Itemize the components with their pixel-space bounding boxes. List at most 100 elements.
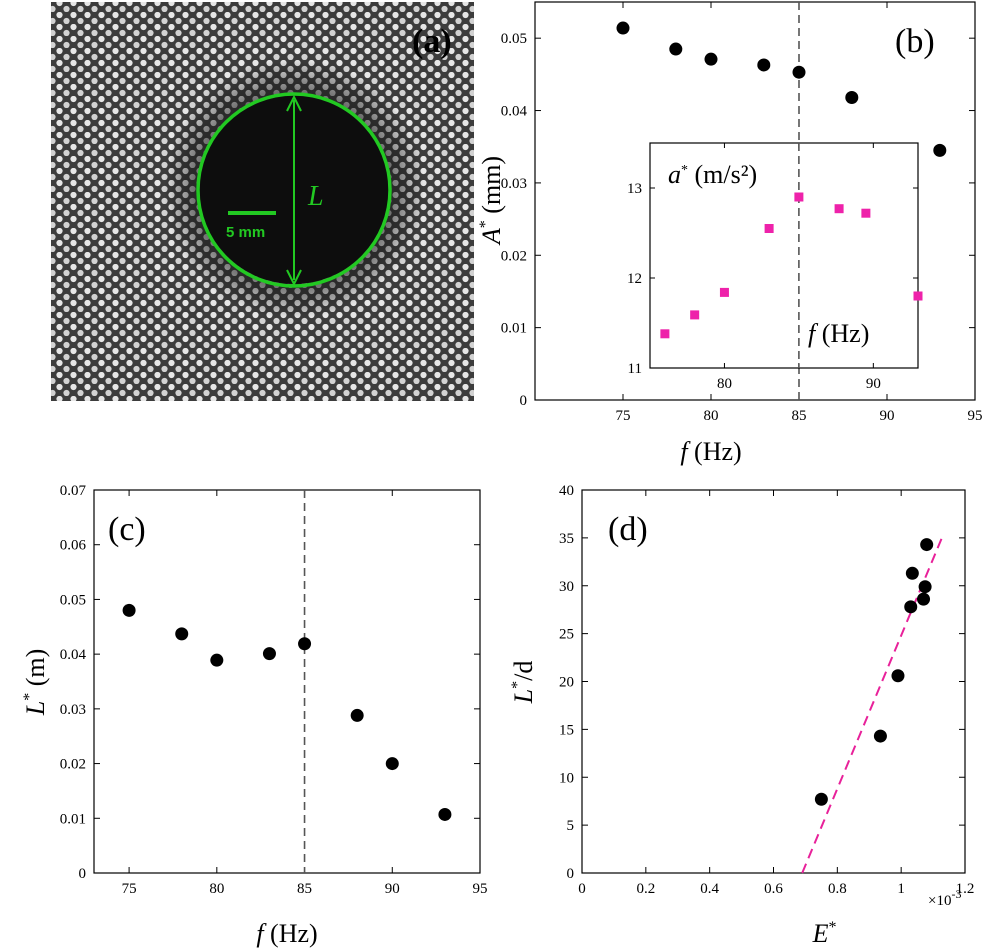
y-tick-label-c: 0.02 xyxy=(60,757,86,773)
data-point-b xyxy=(669,42,683,56)
data-point-b xyxy=(845,91,859,105)
panel-label-a: (a) xyxy=(412,23,452,60)
plot-b-inset: 80 90 11 12 13 a* (m/s²) f (Hz) xyxy=(627,142,923,392)
x-tick-label-c: 80 xyxy=(209,881,224,897)
y-tick-label-d: 10 xyxy=(559,770,574,786)
data-point-d xyxy=(920,538,934,552)
plot-c: 75 80 85 90 95 0 0.01 0.02 0.03 0.04 0.05 0.06 0.07 f… xyxy=(21,483,488,948)
data-point-b xyxy=(792,65,806,79)
panel-label-d: (d) xyxy=(608,511,648,548)
data-point-b-inset xyxy=(764,224,774,233)
y-tick-label-c: 0.07 xyxy=(60,483,87,499)
panel-a-photo: L 5 mm (a) xyxy=(51,2,474,401)
data-point-b-inset xyxy=(794,192,804,202)
data-point-d xyxy=(917,592,931,606)
data-point-c xyxy=(262,647,276,661)
data-point-c xyxy=(350,708,364,722)
data-point-c xyxy=(210,653,224,667)
y-tick-label-c: 0.03 xyxy=(60,702,86,718)
data-point-d xyxy=(891,669,905,683)
x-tick-label-d: 0 xyxy=(578,881,586,897)
data-point-b-inset xyxy=(690,310,700,320)
data-point-b xyxy=(933,143,947,157)
y-axis-label-d: L*/d xyxy=(509,661,538,705)
y-tick-label-b: 0.01 xyxy=(501,321,527,337)
x-axis-label-d: E* xyxy=(812,919,837,948)
x-tick-label-d: 0.8 xyxy=(828,881,847,897)
x-tick-label-c: 75 xyxy=(122,881,137,897)
x-tick-label-d: 0.2 xyxy=(636,881,655,897)
y-tick-label-c: 0.05 xyxy=(60,592,86,608)
panel-label-c: (c) xyxy=(108,511,146,548)
x-tick-label-d: 1.2 xyxy=(956,881,975,897)
x-tick-label-c: 90 xyxy=(385,881,400,897)
data-point-b xyxy=(757,58,771,72)
fit-line-d xyxy=(801,535,944,874)
data-point-b-inset xyxy=(861,208,871,218)
length-label: L xyxy=(307,181,324,212)
plots: 75 80 85 90 95 0 0.01 0.02 0.03 0.04 0.05 f (Hz) A* … xyxy=(21,1,983,948)
y-tick-label-c: 0.04 xyxy=(60,647,87,663)
data-point-c xyxy=(298,637,312,651)
data-point-c xyxy=(122,603,136,617)
data-point-b-inset xyxy=(834,204,844,214)
scale-bar-label: 5 mm xyxy=(226,224,265,241)
y-tick-label-d: 35 xyxy=(559,531,574,547)
y-tick-label-b: 0.02 xyxy=(501,248,527,264)
data-point-b xyxy=(616,21,630,35)
x-tick-label-c: 85 xyxy=(297,881,312,897)
plot-frame-c xyxy=(93,489,481,874)
y-tick-label-b: 0 xyxy=(520,393,528,409)
data-point-d xyxy=(904,600,918,614)
data-point-c xyxy=(385,757,399,771)
x-tick-label-b: 80 xyxy=(704,408,719,424)
data-point-d xyxy=(814,792,828,806)
y-tick-label-d: 20 xyxy=(559,675,574,691)
data-point-c xyxy=(175,627,189,641)
data-point-b-inset xyxy=(660,329,670,339)
y-tick-label-d: 15 xyxy=(559,722,574,738)
y-tick-label-b: 0.05 xyxy=(501,31,527,47)
x-tick-label-d: 0.4 xyxy=(700,881,719,897)
arrow-head-top xyxy=(286,94,302,112)
data-point-d xyxy=(873,729,887,743)
data-point-b-inset xyxy=(719,287,729,297)
data-point-c xyxy=(438,807,452,821)
x-tick-label-b: 75 xyxy=(616,408,631,424)
inset-x-label: f (Hz) xyxy=(808,319,869,348)
y-tick-label-c: 0.01 xyxy=(60,811,86,827)
data-point-b xyxy=(704,52,718,66)
plot-frame-d xyxy=(581,489,966,874)
y-tick-label-b-inset: 11 xyxy=(628,361,642,377)
panel-label-b: (b) xyxy=(895,23,935,60)
x-axis-label-b: f (Hz) xyxy=(680,437,741,466)
data-point-d xyxy=(918,580,932,594)
arrow-head-bottom xyxy=(286,269,302,287)
x-exponent-d: ×10-3 xyxy=(928,887,961,909)
y-tick-label-c: 0 xyxy=(79,866,87,882)
plot-frame-b-inset xyxy=(649,142,919,369)
data-point-b-inset xyxy=(913,291,923,301)
x-tick-label-b-inset: 80 xyxy=(717,376,732,392)
y-tick-label-d: 25 xyxy=(559,627,574,643)
x-tick-label-b: 90 xyxy=(880,408,895,424)
y-tick-label-b-inset: 12 xyxy=(627,271,642,287)
x-tick-label-d: 1 xyxy=(897,881,905,897)
y-tick-label-b-inset: 13 xyxy=(627,181,642,197)
x-tick-label-b: 85 xyxy=(792,408,807,424)
y-axis-label-b: A* (mm) xyxy=(477,156,506,246)
inset-y-label: a* (m/s²) xyxy=(668,160,757,189)
x-tick-label-d: 0.6 xyxy=(764,881,783,897)
y-tick-label-d: 0 xyxy=(567,866,575,882)
y-tick-label-d: 30 xyxy=(559,579,574,595)
y-tick-label-d: 40 xyxy=(559,483,574,499)
data-point-d xyxy=(905,566,919,580)
y-tick-label-d: 5 xyxy=(567,818,575,834)
y-axis-label-c: L* (m) xyxy=(21,649,50,717)
y-tick-label-b: 0.03 xyxy=(501,176,527,192)
x-tick-label-c: 95 xyxy=(473,881,488,897)
y-tick-label-c: 0.06 xyxy=(60,538,87,554)
x-tick-label-b: 95 xyxy=(968,408,983,424)
x-axis-label-c: f (Hz) xyxy=(256,919,317,948)
